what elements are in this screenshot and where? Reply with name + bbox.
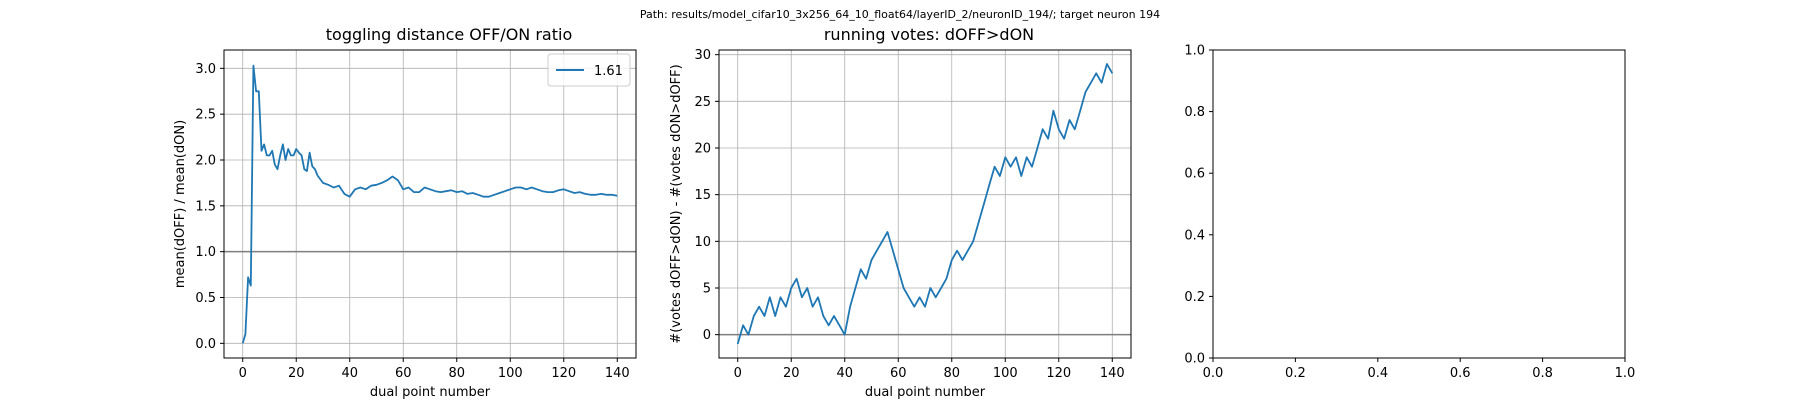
y-tick-label: 0.5 [195, 291, 216, 306]
panel-title: toggling distance OFF/ON ratio [326, 25, 572, 44]
x-tick-label: 0.2 [1285, 366, 1306, 381]
axes-frame [1212, 49, 1626, 359]
y-tick-label: 0.4 [1184, 228, 1205, 243]
x-tick-label: 120 [1046, 366, 1071, 381]
x-tick-label: 1.0 [1615, 366, 1636, 381]
x-tick-label: 60 [395, 366, 412, 381]
figure-suptitle: Path: results/model_cifar10_3x256_64_10_… [640, 8, 1160, 21]
y-tick-label: 0 [703, 328, 711, 343]
y-tick-label: 0.0 [1184, 352, 1205, 367]
series-lines [736, 63, 1114, 345]
y-tick-label: 0.8 [1184, 105, 1205, 120]
y-tick-label: 10 [694, 235, 711, 250]
y-tick-label: 1.0 [1184, 44, 1205, 59]
x-tick-label: 80 [448, 366, 465, 381]
x-tick-label: 0.6 [1450, 366, 1471, 381]
x-axis-label: dual point number [865, 385, 986, 400]
y-tick-label: 2.5 [195, 108, 216, 123]
panel-toggling-distance-ratio: toggling distance OFF/ON ratio 0 20 40 60 80… [173, 25, 637, 400]
panel-empty: 0.0 0.2 0.4 0.6 0.8 1.0 0.0 0.2 0.4 0.6 0.8 1.0 [1184, 44, 1635, 382]
x-tick-label: 140 [605, 366, 630, 381]
legend-entry: 1.61 [594, 64, 623, 79]
ticks: 0 20 40 60 80 100 120 140 0 5 10 15 20 25 30 [694, 48, 1124, 381]
y-axis-label: mean(dOFF) / mean(dON) [173, 120, 188, 288]
x-tick-label: 40 [836, 366, 853, 381]
x-tick-label: 20 [783, 366, 800, 381]
y-tick-label: 30 [694, 48, 711, 63]
x-tick-label: 100 [498, 366, 523, 381]
grid-lines [224, 50, 636, 358]
y-axis-label: #(votes dOFF>dON) - #(votes dON>dOFF) [669, 64, 684, 343]
axes-frame [718, 49, 1132, 359]
x-tick-label: 140 [1100, 366, 1125, 381]
y-tick-label: 1.5 [195, 199, 216, 214]
x-tick-label: 20 [288, 366, 305, 381]
y-tick-label: 3.0 [195, 62, 216, 77]
y-tick-label: 5 [703, 282, 711, 297]
grid-lines [719, 50, 1131, 358]
y-tick-label: 0.0 [195, 337, 216, 352]
y-tick-label: 0.6 [1184, 167, 1205, 182]
ticks: 0 20 40 60 80 100 120 140 0.0 0.5 1.0 1.5 2.0 2.5 3.0 [195, 62, 629, 381]
y-tick-label: 20 [694, 142, 711, 157]
series-lines [241, 64, 618, 344]
ticks: 0.0 0.2 0.4 0.6 0.8 1.0 0.0 0.2 0.4 0.6 0.8 1.0 [1184, 44, 1635, 382]
x-tick-label: 0.8 [1532, 366, 1553, 381]
axes-frame [223, 49, 637, 359]
x-tick-label: 120 [551, 366, 576, 381]
legend: 1.61 [547, 53, 631, 87]
x-tick-label: 80 [943, 366, 960, 381]
x-tick-label: 0.4 [1367, 366, 1388, 381]
x-tick-label: 0 [239, 366, 247, 381]
x-tick-label: 0 [734, 366, 742, 381]
panel-title: running votes: dOFF>dON [824, 25, 1034, 44]
x-tick-label: 60 [890, 366, 907, 381]
x-axis-label: dual point number [370, 385, 491, 400]
legend-box [547, 53, 631, 87]
series-line [736, 63, 1114, 345]
y-tick-label: 2.0 [195, 154, 216, 169]
x-tick-label: 100 [993, 366, 1018, 381]
y-tick-label: 15 [694, 188, 711, 203]
y-tick-label: 1.0 [195, 245, 216, 260]
x-tick-label: 40 [341, 366, 358, 381]
panel-running-votes: running votes: dOFF>dON 0 20 40 60 80 100 120 1… [669, 25, 1132, 400]
y-tick-label: 0.2 [1184, 290, 1205, 305]
x-tick-label: 0.0 [1203, 366, 1224, 381]
y-tick-label: 25 [694, 95, 711, 110]
series-line [241, 64, 618, 344]
